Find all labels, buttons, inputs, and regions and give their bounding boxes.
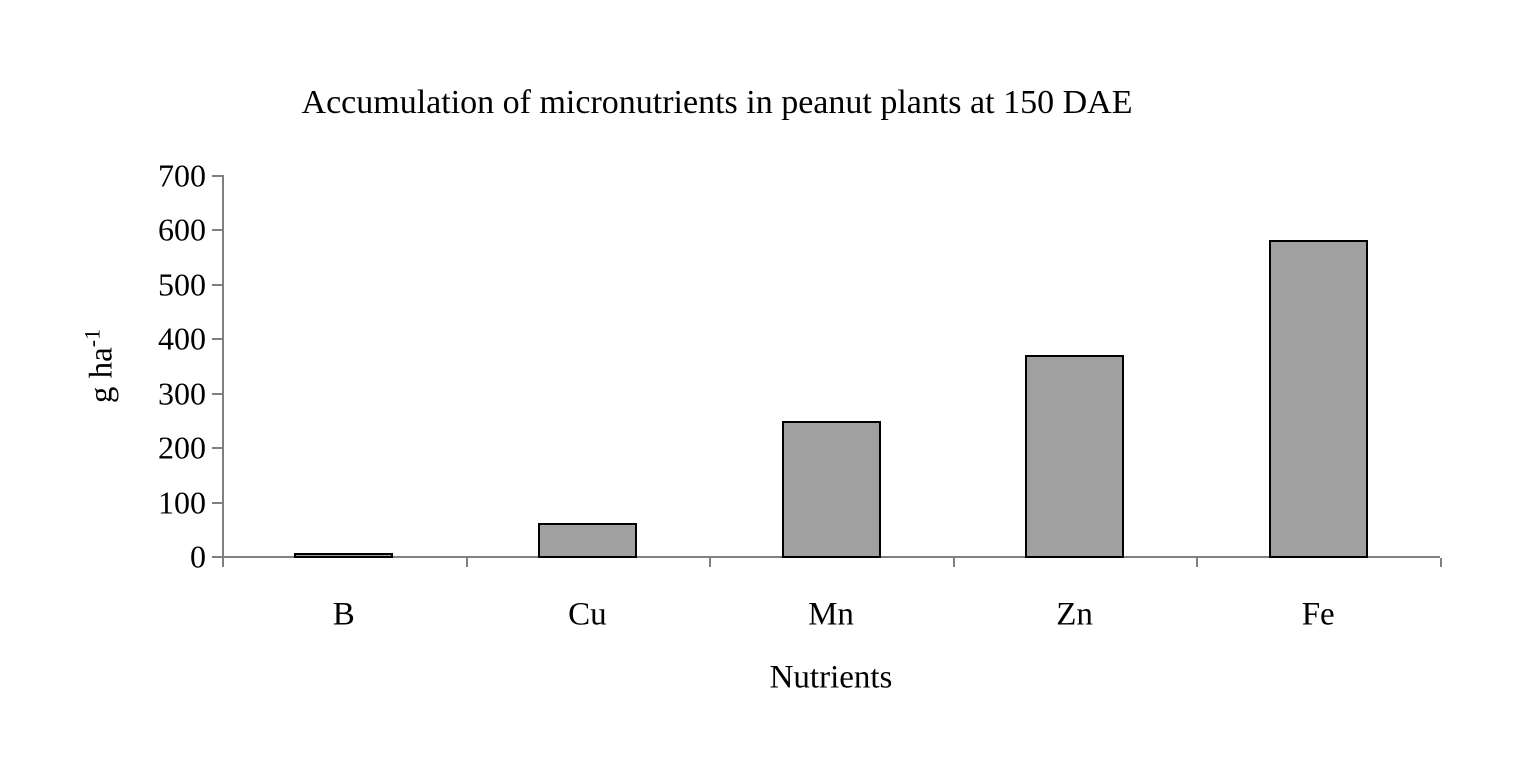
x-axis-tick (465, 558, 468, 567)
y-tick-label: 200 (158, 429, 206, 466)
x-axis-tick (952, 558, 955, 567)
category-label-Zn: Zn (1056, 596, 1093, 633)
y-axis-tick (212, 447, 222, 450)
y-tick-label: 100 (158, 484, 206, 521)
category-label-Fe: Fe (1301, 596, 1335, 633)
y-tick-label: 500 (158, 266, 206, 303)
y-axis-tick (212, 338, 222, 341)
x-axis-tick (709, 558, 712, 567)
bar-Cu (537, 522, 637, 558)
bar-Fe (1268, 239, 1368, 558)
category-label-Mn: Mn (808, 596, 854, 633)
x-axis-title: Nutrients (769, 659, 893, 696)
bar-Mn (781, 420, 881, 558)
y-axis-title: g ha-1 (80, 329, 121, 403)
y-tick-label: 600 (158, 211, 206, 248)
y-axis-tick (212, 175, 222, 177)
y-axis-tick (212, 392, 222, 395)
x-axis-tick (1440, 558, 1442, 567)
y-axis-tick (212, 556, 222, 558)
y-axis-tick (212, 229, 222, 232)
y-tick-label: 0 (190, 538, 206, 575)
y-axis-tick (212, 283, 222, 286)
category-label-B: B (332, 596, 355, 633)
y-tick-label: 700 (158, 157, 206, 194)
category-label-Cu: Cu (568, 596, 607, 633)
x-axis-tick (1196, 558, 1199, 567)
y-axis-title-superscript: -1 (79, 328, 105, 348)
y-tick-label: 300 (158, 375, 206, 412)
y-axis-title-text: g ha (83, 347, 120, 404)
y-tick-label: 400 (158, 320, 206, 357)
bar-B (294, 553, 394, 558)
y-axis-tick (212, 501, 222, 504)
bar-Zn (1025, 354, 1125, 558)
chart-title: Accumulation of micronutrients in peanut… (301, 84, 1133, 121)
y-axis-line (222, 175, 224, 565)
x-axis-tick (222, 558, 224, 567)
